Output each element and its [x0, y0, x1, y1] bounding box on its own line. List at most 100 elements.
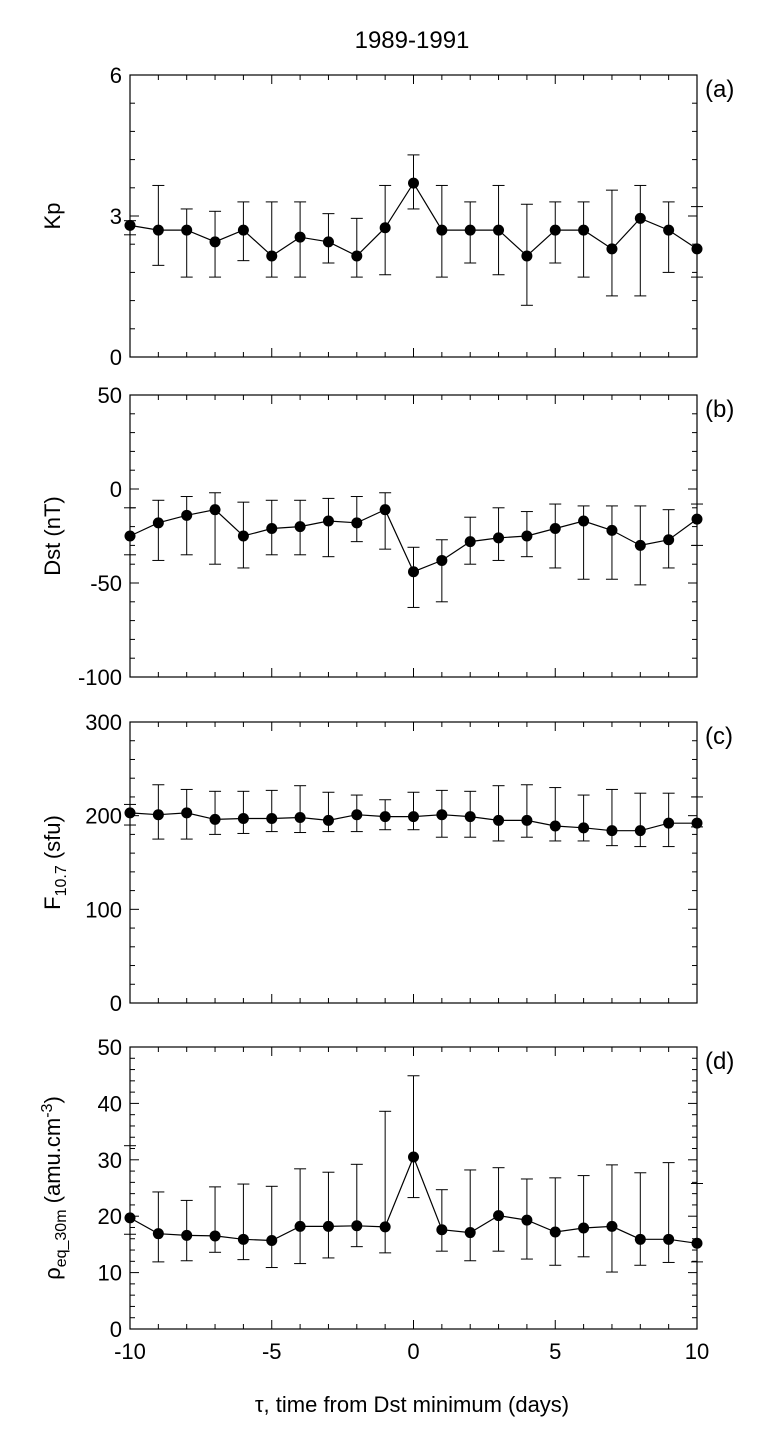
data-point [124, 1212, 136, 1224]
data-point [124, 530, 136, 542]
data-point [663, 817, 675, 829]
y-axis-label: Kp [40, 203, 65, 230]
panel-4: 0 10 20 30 40 50 -10 -5 0 5 10 (d) ρeq_30m (amu.cm-3… [39, 1035, 734, 1364]
y-axis-label: ρeq_30m (amu.cm-3) [39, 1096, 70, 1280]
x-tick-label: -10 [114, 1339, 146, 1364]
panel-label: (d) [705, 1048, 734, 1075]
data-point [294, 812, 306, 824]
data-point [578, 1222, 590, 1234]
panel-1: 0 3 6 (a) Kp [40, 63, 734, 370]
data-point [521, 1214, 533, 1226]
data-point [351, 809, 363, 821]
data-point [351, 517, 363, 529]
data-point [209, 813, 221, 825]
y-tick-label: 50 [98, 383, 122, 408]
data-point [436, 224, 448, 236]
data-point [152, 1228, 164, 1240]
data-point [493, 1210, 505, 1222]
y-tick-label: 100 [85, 897, 122, 922]
data-point [181, 509, 193, 521]
data-point [322, 1220, 334, 1232]
data-point [379, 1221, 391, 1233]
y-tick-label: 3 [110, 204, 122, 229]
x-tick-label: -5 [262, 1339, 282, 1364]
data-point [634, 212, 646, 224]
data-point [181, 224, 193, 236]
data-point [379, 811, 391, 823]
y-axis-label-sup: -3 [39, 1103, 56, 1117]
data-point [691, 1237, 703, 1249]
data-point [493, 224, 505, 236]
data-point [294, 521, 306, 533]
data-point [408, 177, 419, 189]
data-point [351, 1220, 363, 1232]
data-point [266, 250, 278, 262]
data-point [578, 515, 590, 527]
data-point [691, 817, 703, 829]
data-point [606, 243, 618, 255]
data-point [294, 231, 306, 243]
data-point [691, 513, 703, 525]
data-point [379, 504, 391, 516]
panel-2: -100 -50 0 50 (b) Dst (nT) [40, 383, 734, 690]
data-point [322, 236, 334, 248]
data-point [521, 814, 533, 826]
data-point [152, 517, 164, 529]
y-tick-label: 50 [98, 1035, 122, 1060]
y-axis-label-end: ) [40, 1096, 65, 1103]
x-tick-label: 0 [407, 1339, 419, 1364]
data-point [152, 809, 164, 821]
data-point [464, 536, 476, 548]
data-point [408, 566, 419, 578]
y-axis-label-main: ρ [40, 1267, 65, 1280]
data-point [634, 825, 646, 837]
data-point [606, 524, 618, 536]
data-point [266, 1234, 278, 1246]
panel-3: 0 100 200 300 (c) F10.7 (sfu) [40, 710, 733, 1016]
data-point [351, 250, 363, 262]
data-point [209, 236, 221, 248]
data-point [493, 532, 505, 544]
y-tick-label: 0 [110, 477, 122, 502]
y-tick-label: 6 [110, 63, 122, 88]
data-point [691, 243, 703, 255]
y-axis-label-main: F [40, 896, 65, 909]
data-point [549, 1226, 561, 1238]
y-tick-label: -50 [90, 571, 122, 596]
data-point [464, 1227, 476, 1239]
data-point [436, 554, 448, 566]
data-point [493, 814, 505, 826]
data-point [549, 224, 561, 236]
data-point [606, 825, 618, 837]
y-axis-label-sub: 10.7 [53, 865, 70, 896]
data-point [379, 222, 391, 234]
data-point [408, 811, 419, 823]
y-tick-label: 40 [98, 1091, 122, 1116]
x-tick-label: 10 [685, 1339, 709, 1364]
data-point [634, 1233, 646, 1245]
data-point [606, 1220, 618, 1232]
data-point [266, 522, 278, 534]
y-axis-label: Dst (nT) [40, 496, 65, 575]
data-point [181, 807, 193, 819]
data-point [209, 504, 221, 516]
data-point [181, 1229, 193, 1241]
y-axis-label-tail: (sfu) [40, 815, 65, 865]
data-point [322, 515, 334, 527]
data-point [266, 812, 278, 824]
data-point [578, 822, 590, 834]
data-point [209, 1230, 221, 1242]
y-tick-label: 10 [98, 1261, 122, 1286]
panel-label: (b) [705, 396, 734, 423]
data-point [549, 820, 561, 832]
data-point [436, 1224, 448, 1236]
x-axis-label: τ, time from Dst minimum (days) [255, 1392, 569, 1417]
data-point [663, 224, 675, 236]
data-point [521, 250, 533, 262]
panel-label: (a) [705, 76, 734, 103]
data-point [294, 1220, 306, 1232]
data-point [464, 224, 476, 236]
data-point [521, 530, 533, 542]
